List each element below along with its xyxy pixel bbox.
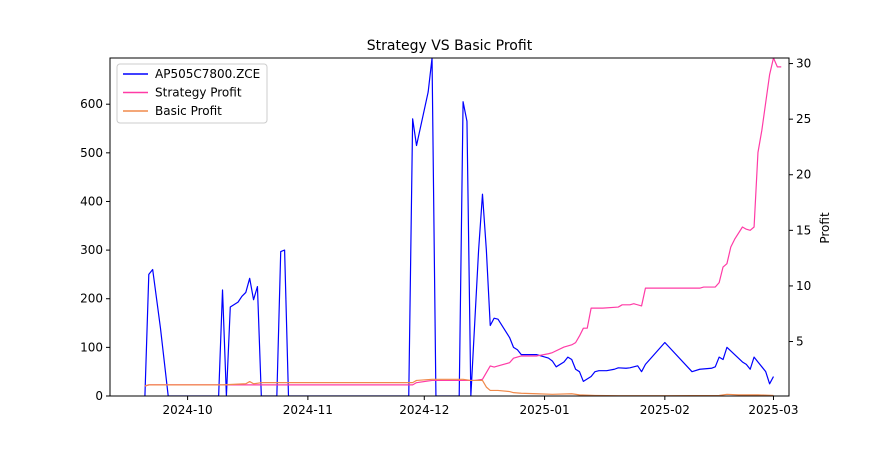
axes-layer: 2024-10 2024-11 2024-12 2025-01 2025-02 2025-… xyxy=(80,57,811,417)
x-tick-label: 2024-11 xyxy=(283,403,333,417)
legend-label: Basic Profit xyxy=(155,104,222,118)
y-right-tick-label: 15 xyxy=(796,223,811,237)
legend-label: AP505C7800.ZCE xyxy=(155,67,260,81)
y-left-tick-label: 200 xyxy=(80,292,103,306)
x-tick-label: 2025-01 xyxy=(519,403,569,417)
y-left-tick-label: 500 xyxy=(80,146,103,160)
x-tick-label: 2024-12 xyxy=(399,403,449,417)
x-tick-label: 2025-02 xyxy=(640,403,690,417)
y-left-tick-label: 300 xyxy=(80,243,103,257)
plot-frame xyxy=(109,57,790,397)
y-left-tick-label: 0 xyxy=(95,389,103,403)
y-right-tick-label: 5 xyxy=(796,335,804,349)
y-left-tick-label: 100 xyxy=(80,340,103,354)
y-left-tick-label: 600 xyxy=(80,97,103,111)
y-right-tick-label: 30 xyxy=(796,57,811,71)
y-axis-right-label: Profit xyxy=(818,212,832,244)
legend: AP505C7800.ZCE Strategy Profit Basic Profi… xyxy=(116,63,268,124)
chart-title: Strategy VS Basic Profit xyxy=(367,38,533,54)
legend-label: Strategy Profit xyxy=(155,86,242,100)
y-left-tick-label: 400 xyxy=(80,194,103,208)
y-right-tick-label: 20 xyxy=(796,168,811,182)
x-tick-label: 2024-10 xyxy=(163,403,213,417)
legend-box xyxy=(116,63,268,124)
y-right-tick-label: 10 xyxy=(796,279,811,293)
x-tick-label: 2025-03 xyxy=(748,403,798,417)
series-line-ap505c7800-zce xyxy=(144,58,775,396)
y-right-tick-label: 25 xyxy=(796,112,811,126)
